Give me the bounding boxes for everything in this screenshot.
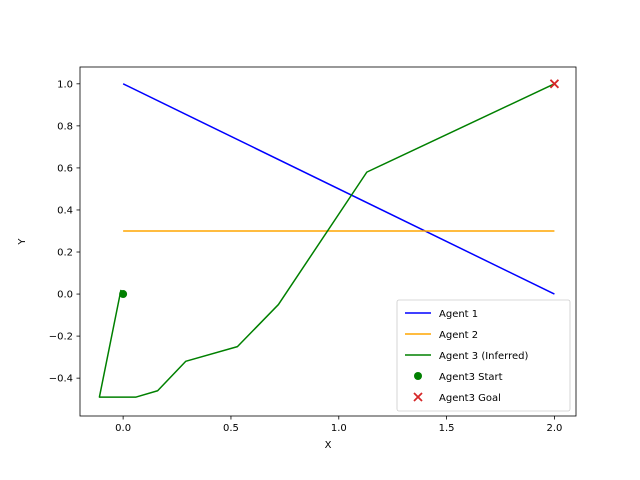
y-axis: −0.4 −0.2 0.0 0.2 0.4 0.6 0.8 1.0 (49, 79, 80, 385)
x-tick-label: 0.0 (115, 423, 131, 434)
legend-label: Agent3 Goal (439, 393, 501, 404)
agent3-goal-point (549, 79, 560, 89)
legend-label: Agent 2 (439, 330, 478, 341)
legend-entry-agent3-goal: Agent3 Goal (413, 392, 501, 404)
series-layer (98, 79, 560, 398)
y-axis-label: Y (17, 238, 28, 246)
x-tick-label: 1.5 (439, 423, 455, 434)
agent-3-inferred-line (98, 83, 555, 398)
legend-box (396, 299, 571, 412)
legend-swatch (413, 392, 423, 402)
legend-entry-agent-3-inferred: Agent 3 (Inferred) (405, 351, 529, 362)
legend-label: Agent 3 (Inferred) (439, 351, 529, 362)
legend: Agent 1 Agent 2 Agent 3 (Inferred) Agent3 S… (396, 299, 571, 412)
legend-entry-agent-2: Agent 2 (405, 330, 478, 341)
x-tick-label: 2.0 (546, 423, 562, 434)
y-tick-label: −0.4 (49, 374, 73, 385)
x-axis: 0.0 0.5 1.0 1.5 2.0 (115, 416, 562, 434)
agent-1-line (122, 83, 555, 295)
legend-label: Agent 1 (439, 309, 478, 320)
x-axis-label: X (325, 440, 332, 451)
plot-area-frame (79, 66, 577, 417)
legend-label: Agent3 Start (439, 372, 503, 383)
y-tick-label: −0.2 (49, 332, 73, 343)
x-tick-label: 1.0 (331, 423, 347, 434)
legend-entry-agent3-start: Agent3 Start (414, 372, 503, 383)
y-tick-label: 0.0 (57, 290, 73, 301)
y-tick-label: 0.8 (57, 121, 73, 132)
x-tick-label: 0.5 (223, 423, 239, 434)
agent3-start-point (119, 290, 128, 299)
y-tick-label: 1.0 (57, 79, 73, 90)
y-tick-label: 0.2 (57, 248, 73, 259)
legend-swatch (414, 372, 422, 380)
legend-entry-agent-1: Agent 1 (405, 309, 478, 320)
y-tick-label: 0.4 (57, 205, 73, 216)
y-tick-label: 0.6 (57, 163, 73, 174)
